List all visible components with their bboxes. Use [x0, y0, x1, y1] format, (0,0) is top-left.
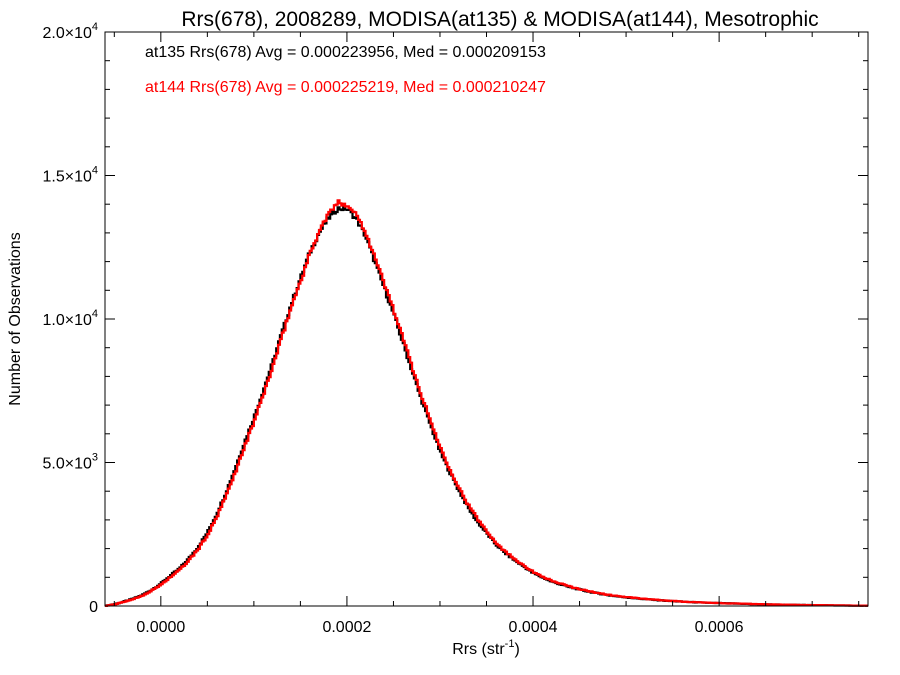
- legend-entry-at144: at144 Rrs(678) Avg = 0.000225219, Med = …: [145, 79, 546, 96]
- y-tick-label-exponent: 4: [92, 308, 98, 320]
- plot-frame: [104, 31, 869, 607]
- y-tick-label: 2.0×104: [42, 21, 98, 42]
- x-axis-label: Rrs (str-1): [452, 638, 520, 658]
- x-tick-label: 0.0000: [136, 619, 185, 636]
- ticks-layer: 0.0000 0.0002 0.0004 0.000605.0×1031.0×1041…: [42, 21, 868, 636]
- y-axis-label: Number of Observations: [7, 232, 24, 405]
- y-tick-label-exponent: 3: [92, 452, 98, 464]
- y-tick-label-mantissa: 2.0×10: [42, 25, 91, 42]
- x-axis-label-close: ): [514, 641, 519, 658]
- series-line-at144: [105, 199, 868, 607]
- x-axis-label-superscript: -1: [505, 638, 515, 650]
- y-tick-label-mantissa: 1.5×10: [42, 169, 91, 186]
- y-tick-label-mantissa: 1.0×10: [42, 312, 91, 329]
- y-tick-label-mantissa: 0: [89, 599, 98, 616]
- series-layer: [105, 199, 868, 607]
- y-tick-label: 1.0×104: [42, 308, 98, 329]
- y-tick-label-mantissa: 5.0×10: [42, 456, 91, 473]
- x-tick-label: 0.0006: [695, 619, 744, 636]
- chart-title: Rrs(678), 2008289, MODISA(at135) & MODIS…: [181, 8, 818, 31]
- y-tick-label: 5.0×103: [42, 452, 98, 473]
- y-tick-label-exponent: 4: [92, 21, 98, 33]
- x-axis-label-main: Rrs (str: [452, 641, 505, 658]
- x-tick-label: 0.0004: [509, 619, 558, 636]
- y-tick-label: 1.5×104: [42, 165, 98, 186]
- legend: at135 Rrs(678) Avg = 0.000223956, Med = …: [145, 44, 546, 96]
- x-tick-label: 0.0002: [322, 619, 371, 636]
- y-tick-label-exponent: 4: [92, 165, 98, 177]
- y-tick-label: 0: [89, 599, 98, 616]
- legend-entry-at135: at135 Rrs(678) Avg = 0.000223956, Med = …: [145, 44, 546, 61]
